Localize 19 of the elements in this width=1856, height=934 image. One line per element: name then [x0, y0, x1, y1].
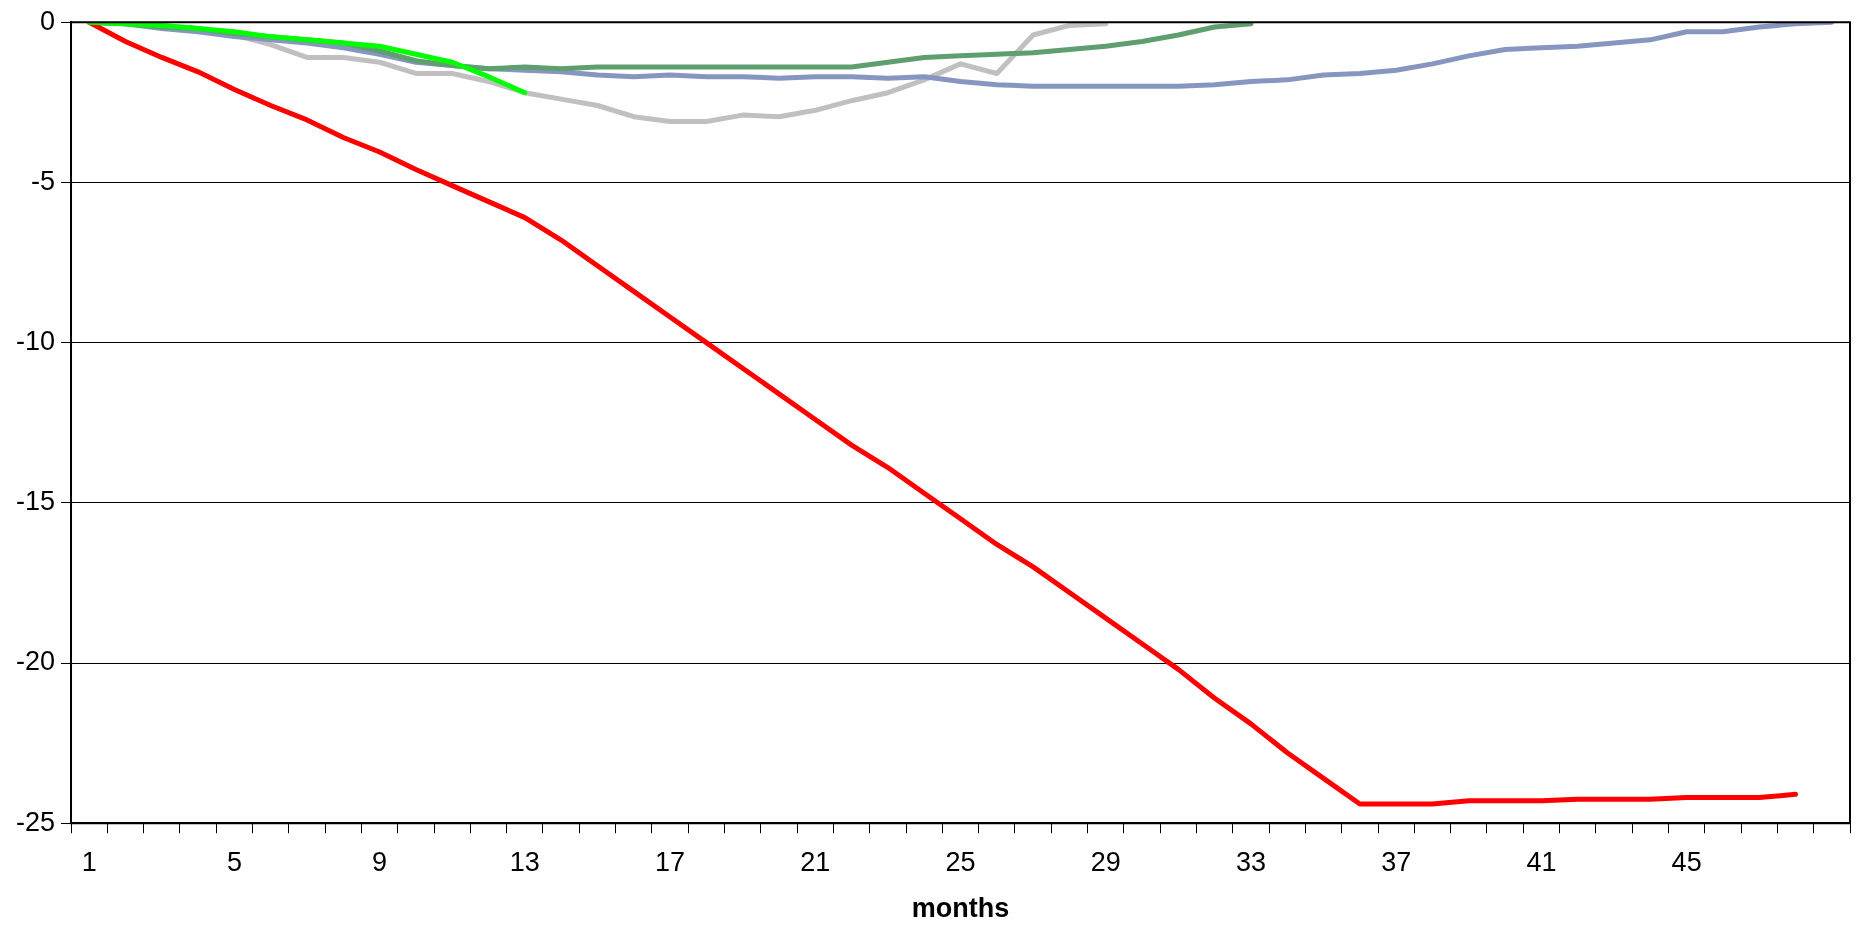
x-tick-label: 9: [372, 846, 388, 877]
x-tick-label: 29: [1090, 846, 1121, 877]
x-tick-label: 33: [1235, 846, 1266, 877]
x-tick-label: 25: [945, 846, 976, 877]
y-tick-label: -10: [15, 326, 56, 357]
y-tick-label: -25: [15, 806, 56, 837]
y-tick-label: -15: [15, 486, 56, 517]
y-tick-label: -5: [31, 165, 56, 196]
y-tick-label: 0: [39, 5, 56, 36]
x-tick-label: 41: [1526, 846, 1557, 877]
x-tick-label: 5: [226, 846, 242, 877]
x-tick-label: 1: [81, 846, 97, 877]
x-tick-label: 21: [800, 846, 831, 877]
x-tick-label: 37: [1381, 846, 1412, 877]
x-tick-label: 45: [1671, 846, 1702, 877]
x-tick-label: 13: [509, 846, 540, 877]
y-tick-label: -20: [15, 646, 56, 677]
x-axis-title: months: [911, 893, 1010, 924]
x-tick-label: 17: [655, 846, 686, 877]
